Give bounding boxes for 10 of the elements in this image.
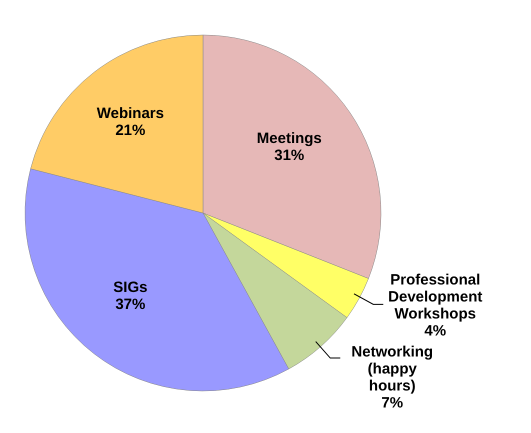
slice-label: SIGs <box>113 279 148 296</box>
slice-label: Meetings <box>256 130 322 147</box>
data-label: 31% <box>274 146 304 164</box>
slice-label: Networking (happy hours) <box>351 343 434 394</box>
data-label: 37% <box>115 296 146 314</box>
slice-label: Professional Development Workshops <box>388 271 482 322</box>
slice-label: Webinars <box>96 104 164 122</box>
data-label: 21% <box>115 122 146 139</box>
data-label: 4% <box>424 322 446 340</box>
data-label: 7% <box>381 394 404 412</box>
